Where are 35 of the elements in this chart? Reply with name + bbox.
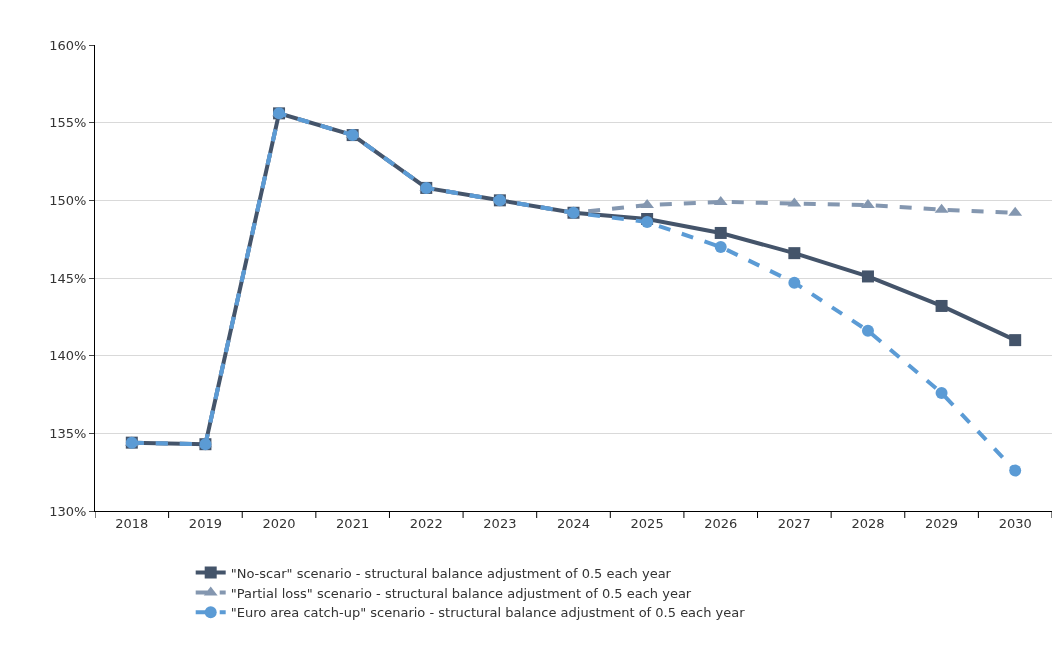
point [935, 386, 948, 399]
legend-label: "Partial loss" scenario - structural balance adjustment of 0.5 each year [230, 585, 692, 601]
point [641, 216, 654, 229]
point [861, 324, 874, 337]
x-tick-label: 2025 [630, 515, 664, 531]
x-tick-label: 2022 [409, 515, 443, 531]
legend-label: "Euro area catch-up" scenario - structural balance adjustment of 0.5 each year [230, 605, 746, 621]
x-tick-label: 2028 [851, 515, 885, 531]
point [714, 226, 727, 239]
x-tick-label: 2020 [262, 515, 296, 531]
point [861, 270, 874, 283]
x-tick-label: 2021 [336, 515, 370, 531]
point [788, 247, 801, 260]
legend-label: "No-scar" scenario - structural balance adjustment of 0.5 each year [230, 565, 672, 581]
y-tick-label: 160% [49, 37, 87, 53]
x-tick-label: 2030 [998, 515, 1032, 531]
y-tick-label: 140% [49, 348, 87, 364]
point [1009, 464, 1022, 477]
x-tick-label: 2018 [115, 515, 149, 531]
point [714, 240, 727, 253]
x-tick-label: 2023 [483, 515, 517, 531]
x-tick-label: 2027 [777, 515, 811, 531]
x-tick-label: 2029 [925, 515, 959, 531]
x-tick-label: 2026 [704, 515, 738, 531]
point [1009, 334, 1022, 347]
y-tick-label: 130% [49, 503, 87, 519]
point [935, 299, 948, 312]
y-tick-label: 145% [49, 270, 87, 286]
y-tick-label: 155% [49, 115, 87, 131]
y-tick-label: 150% [49, 192, 87, 208]
x-tick-label: 2024 [556, 515, 591, 531]
point [788, 276, 801, 289]
point [861, 198, 875, 208]
x-tick-label: 2019 [188, 515, 222, 531]
y-tick-label: 135% [49, 425, 87, 441]
